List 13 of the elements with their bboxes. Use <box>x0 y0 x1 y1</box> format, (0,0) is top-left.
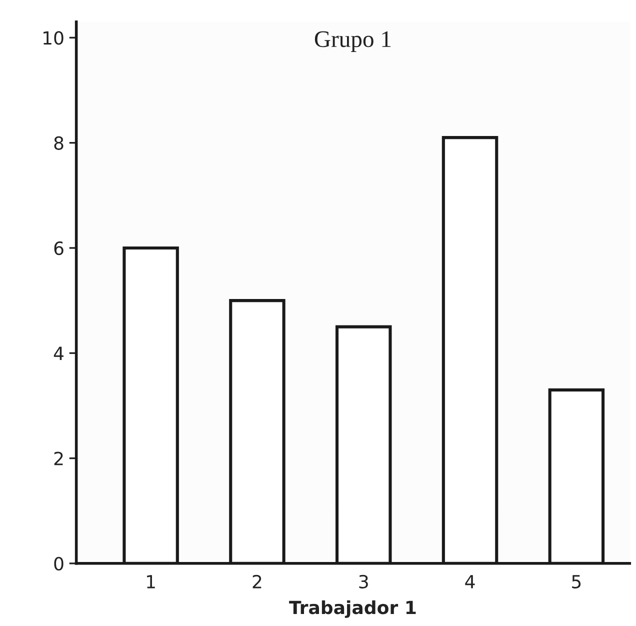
y-tick-label: 0 <box>54 556 64 571</box>
x-tick-label: 3 <box>359 574 368 588</box>
x-tick-label: 4 <box>465 575 475 588</box>
x-axis-title: Trabajador 1 <box>289 600 416 618</box>
y-tick-label: 4 <box>54 346 64 360</box>
y-tick-label: 8 <box>54 136 64 150</box>
x-tick-label: 2 <box>252 574 262 588</box>
chart-title: Grupo 1 <box>314 31 391 52</box>
y-tick-label: 2 <box>54 452 63 466</box>
x-tick-label: 5 <box>572 575 581 588</box>
x-tick-label: 1 <box>147 575 155 588</box>
y-tick-label: 10 <box>44 31 64 45</box>
y-tick-label: 6 <box>54 241 64 256</box>
